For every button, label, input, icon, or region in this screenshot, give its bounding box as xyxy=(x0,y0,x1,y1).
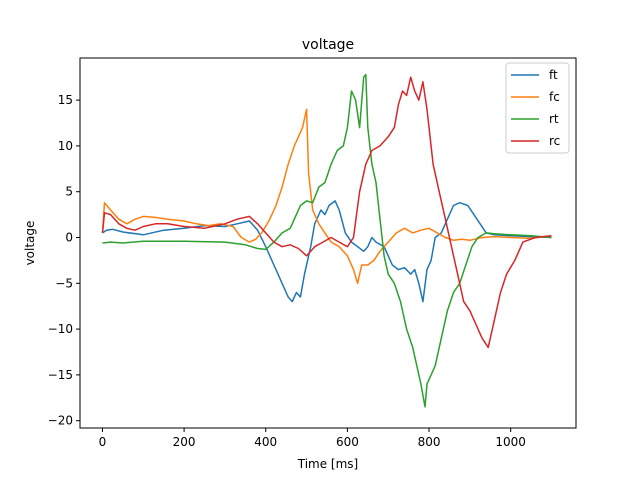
y-tick-label: 0 xyxy=(65,231,73,245)
x-tick-label: 0 xyxy=(99,435,107,449)
y-tick-label: 5 xyxy=(65,185,73,199)
y-tick-label: −5 xyxy=(55,276,73,290)
legend-label-rc: rc xyxy=(549,134,560,148)
series-line-rt xyxy=(102,73,552,408)
x-axis: 0 200 400 600 800 1000 xyxy=(99,428,526,449)
series-layer xyxy=(101,73,552,408)
y-axis-label: voltage xyxy=(23,221,37,266)
x-tick-label: 600 xyxy=(336,435,359,449)
series-line-ft xyxy=(102,200,552,303)
y-tick-label: −10 xyxy=(48,322,73,336)
legend-label-fc: fc xyxy=(549,90,560,104)
legend-label-ft: ft xyxy=(549,68,558,82)
x-tick-label: 800 xyxy=(418,435,441,449)
series-line-rc xyxy=(101,76,552,349)
y-tick-label: 15 xyxy=(58,93,73,107)
y-axis: −20 −15 −10 −5 0 5 10 15 xyxy=(48,93,80,428)
x-tick-label: 400 xyxy=(254,435,277,449)
y-tick-label: −20 xyxy=(48,414,73,428)
chart-title: voltage xyxy=(302,37,354,53)
x-axis-label: Time [ms] xyxy=(297,457,359,471)
y-tick-label: 10 xyxy=(58,139,73,153)
y-tick-label: −15 xyxy=(48,368,73,382)
series-line-fc xyxy=(101,108,552,285)
plot-frame xyxy=(79,57,577,429)
x-tick-label: 200 xyxy=(173,435,196,449)
legend-label-rt: rt xyxy=(549,112,559,126)
legend: ft fc rt rc xyxy=(505,62,570,154)
x-tick-label: 1000 xyxy=(495,435,526,449)
legend-box xyxy=(505,62,570,154)
